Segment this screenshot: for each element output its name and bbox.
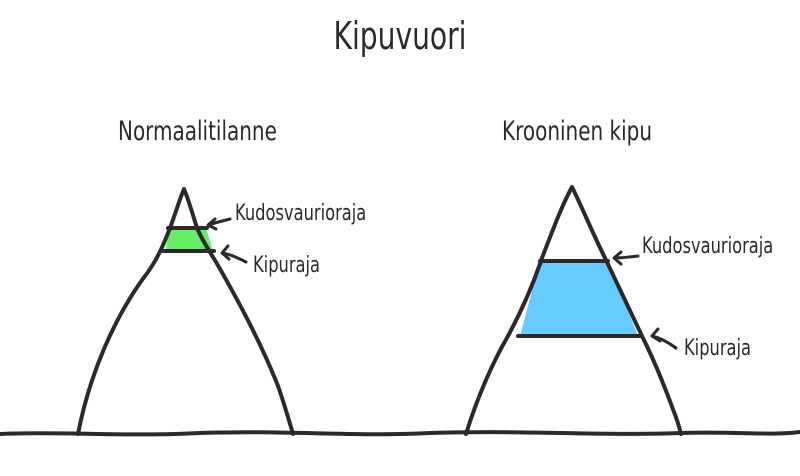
mountain-normal [76, 187, 295, 436]
arrow-tissue-damage-chronic [612, 250, 640, 266]
arrow-tissue-damage-normal [206, 217, 232, 231]
panel-title-chronic: Krooninen kipu [502, 116, 652, 147]
label-tissue-damage-chronic: Kudosvaurioraja [642, 234, 774, 259]
mountain-outline-normal [76, 187, 295, 436]
arrow-pain-threshold-normal [220, 244, 248, 264]
page-title: Kipuvuori [333, 14, 467, 58]
ground-line [0, 430, 800, 437]
label-pain-threshold-normal: Kipuraja [253, 253, 321, 278]
mountain-outline-chronic [464, 185, 683, 436]
label-tissue-damage-normal: Kudosvaurioraja [235, 201, 367, 226]
label-pain-threshold-chronic: Kipuraja [684, 336, 752, 361]
mountain-chronic [464, 185, 683, 436]
panel-title-normal: Normaalitilanne [118, 116, 277, 147]
band-chronic [520, 261, 638, 336]
arrow-pain-threshold-chronic [650, 327, 678, 350]
